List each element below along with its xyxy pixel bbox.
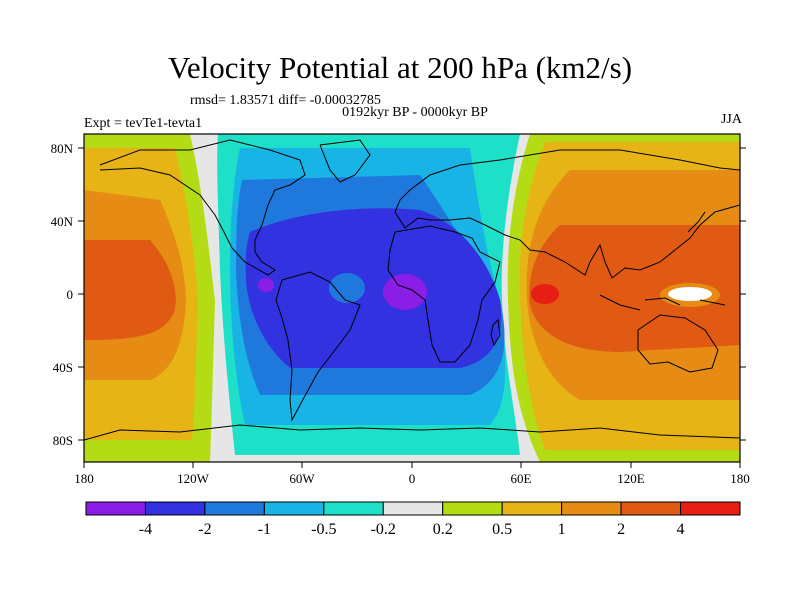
lat-label-40N: 40N — [51, 214, 74, 229]
colorbar-label: 0.5 — [492, 521, 512, 538]
lat-label-40S: 40S — [53, 360, 73, 375]
colorbar-label: 4 — [677, 521, 685, 538]
lon-label-120e: 120E — [617, 471, 645, 486]
colorbar-label: -4 — [139, 521, 152, 538]
colorbar: -4 -2 -1 -0.5 -0.2 0.2 0.5 1 2 4 — [85, 501, 741, 538]
lat-label-80N: 80N — [51, 141, 74, 156]
colorbar-label: 0.2 — [433, 521, 453, 538]
lon-label-180e: 180 — [730, 471, 750, 486]
rmsd-text: rmsd= 1.83571 diff= -0.00032785 — [190, 93, 381, 108]
coastlines — [84, 139, 740, 441]
period-text: 0192kyr BP - 0000kyr BP — [342, 105, 488, 120]
lon-label-120w: 120W — [177, 471, 210, 486]
negative-anomaly-region — [217, 134, 520, 455]
colorbar-swatch — [501, 501, 563, 516]
colorbar-label: -0.2 — [371, 521, 396, 538]
axis-ticks — [78, 147, 746, 468]
lon-label-60w: 60W — [289, 471, 315, 486]
colorbar-label: 1 — [558, 521, 566, 538]
colorbar-swatch — [382, 501, 444, 516]
colorbar-swatch — [620, 501, 682, 516]
colorbar-swatch — [442, 501, 503, 516]
lon-label-180w: 180 — [74, 471, 94, 486]
colorbar-swatch — [561, 501, 622, 516]
experiment-label: Expt = tevTe1-tevta1 — [84, 116, 203, 131]
colorbar-label: -0.5 — [311, 521, 336, 538]
colorbar-swatch — [323, 501, 384, 516]
colorbar-label: -2 — [198, 521, 211, 538]
lon-label-60e: 60E — [511, 471, 532, 486]
lat-label-0: 0 — [67, 287, 74, 302]
colorbar-swatch — [204, 501, 265, 516]
colorbar-swatch — [680, 501, 741, 516]
colorbar-swatch — [144, 501, 206, 516]
map-title: Velocity Potential at 200 hPa (km2/s) — [167, 50, 633, 85]
colorbar-swatch — [85, 501, 146, 516]
colorbar-swatch — [263, 501, 325, 516]
lat-label-80S: 80S — [53, 433, 73, 448]
colorbar-label: -1 — [258, 521, 271, 538]
contour-field — [84, 134, 740, 462]
lon-label-0: 0 — [409, 471, 416, 486]
colorbar-label: 2 — [617, 521, 625, 538]
season-label: JJA — [720, 112, 742, 127]
positive-anomaly-region — [84, 134, 740, 462]
